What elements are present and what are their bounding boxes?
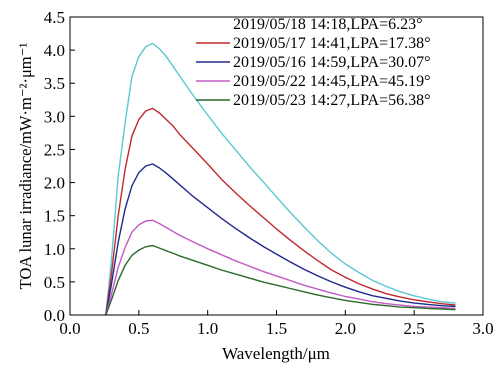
y-tick-label: 1.5 bbox=[44, 207, 65, 226]
y-tick-label: 2.0 bbox=[44, 174, 65, 193]
x-axis: 0.0 0.5 1.0 1.5 2.0 2.5 3.0 bbox=[59, 310, 494, 338]
x-tick-label: 2.5 bbox=[404, 319, 425, 338]
legend-label-1: 2019/05/18 14:18,LPA=6.23° bbox=[233, 16, 423, 33]
series-line-2 bbox=[105, 107, 456, 316]
y-tick-label: 0.0 bbox=[44, 306, 65, 325]
plot-marks bbox=[105, 42, 456, 316]
y-tick-label: 3.5 bbox=[44, 74, 65, 93]
legend-label-5: 2019/05/23 14:27,LPA=56.38° bbox=[233, 92, 431, 109]
y-axis: 0.0 0.5 1.0 1.5 2.0 2.5 3.0 3.5 4.0 4.5 bbox=[44, 8, 75, 325]
y-tick-label: 1.0 bbox=[44, 240, 65, 259]
legend-label-4: 2019/05/22 14:45,LPA=45.19° bbox=[233, 73, 431, 90]
legend-label-3: 2019/05/16 14:59,LPA=30.07° bbox=[233, 54, 431, 71]
x-tick-label: 0.0 bbox=[59, 319, 80, 338]
y-tick-label: 2.5 bbox=[44, 140, 65, 159]
x-tick-label: 2.0 bbox=[335, 319, 356, 338]
x-tick-label: 3.0 bbox=[472, 319, 493, 338]
x-tick-label: 1.5 bbox=[266, 319, 287, 338]
x-tick-label: 0.5 bbox=[128, 319, 149, 338]
series-line-4 bbox=[105, 219, 456, 316]
legend: 2019/05/18 14:18,LPA=6.23° 2019/05/17 14:… bbox=[196, 16, 431, 109]
x-axis-label: Wavelength/μm bbox=[222, 344, 330, 363]
legend-label-2: 2019/05/17 14:41,LPA=17.38° bbox=[233, 35, 431, 52]
y-tick-label: 4.5 bbox=[44, 8, 65, 27]
y-axis-label: TOA lunar irradiance/mW·m⁻²·μm⁻¹ bbox=[16, 43, 35, 290]
series-line-1 bbox=[105, 42, 456, 316]
series-line-5 bbox=[105, 244, 456, 316]
series-line-3 bbox=[105, 163, 456, 316]
y-tick-label: 3.0 bbox=[44, 107, 65, 126]
y-tick-label: 4.0 bbox=[44, 41, 65, 60]
x-tick-label: 1.0 bbox=[197, 319, 218, 338]
y-tick-label: 0.5 bbox=[44, 273, 65, 292]
